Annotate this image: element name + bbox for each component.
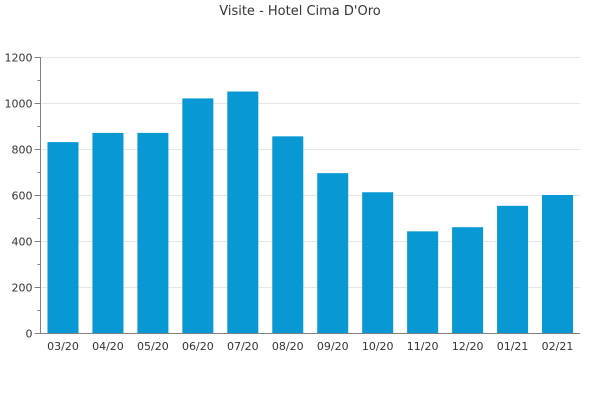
- bar[interactable]: [497, 205, 529, 333]
- x-tick-label: 12/20: [452, 340, 484, 353]
- bar[interactable]: [542, 195, 574, 333]
- bar[interactable]: [182, 98, 214, 334]
- bar[interactable]: [92, 132, 124, 333]
- x-axis-ticks: 03/20 04/20 05/20 06/20 07/20 08/20 09/20 10/20…: [47, 340, 573, 353]
- bar[interactable]: [362, 192, 394, 333]
- x-tick-label: 02/21: [542, 340, 574, 353]
- y-tick-label: 400: [12, 236, 33, 249]
- y-tick-label: 1200: [5, 52, 33, 65]
- bar[interactable]: [407, 231, 439, 333]
- gridlines: [40, 57, 580, 288]
- bar[interactable]: [137, 132, 169, 333]
- x-tick-label: 10/20: [362, 340, 394, 353]
- chart-title: Visite - Hotel Cima D'Oro: [219, 4, 381, 19]
- x-tick-label: 09/20: [317, 340, 349, 353]
- x-tick-label: 05/20: [137, 340, 169, 353]
- y-tick-label: 0: [26, 328, 33, 341]
- x-tick-label: 08/20: [272, 340, 304, 353]
- x-tick-label: 04/20: [92, 340, 124, 353]
- x-tick-label: 03/20: [47, 340, 79, 353]
- bar[interactable]: [47, 142, 79, 333]
- bars: [47, 91, 574, 334]
- y-tick-label: 1000: [5, 98, 33, 111]
- y-tick-label: 800: [12, 144, 33, 157]
- bar[interactable]: [452, 227, 484, 333]
- x-tick-label: 11/20: [407, 340, 439, 353]
- x-tick-label: 01/21: [497, 340, 529, 353]
- bar[interactable]: [227, 91, 259, 334]
- bar[interactable]: [272, 136, 304, 333]
- y-tick-label: 600: [12, 190, 33, 203]
- y-axis-ticks: 0 200 400 600 800 1000 1200: [5, 52, 41, 341]
- y-tick-label: 200: [12, 282, 33, 295]
- x-tick-label: 07/20: [227, 340, 259, 353]
- x-tick-label: 06/20: [182, 340, 214, 353]
- bar[interactable]: [317, 173, 349, 333]
